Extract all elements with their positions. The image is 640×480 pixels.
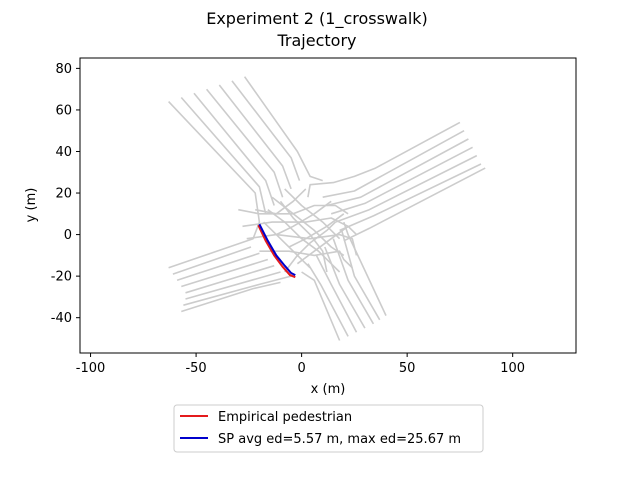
y-tick-label: 20 [55, 187, 72, 202]
y-tick-label: -40 [51, 311, 72, 326]
y-axis-label: y (m) [24, 188, 39, 223]
x-ticks: -100 -50 0 50 100 [76, 353, 525, 376]
lane-line [243, 76, 323, 182]
lane-line [301, 271, 341, 341]
lane-line [263, 221, 311, 269]
lane-line [231, 80, 301, 181]
x-axis-label: x (m) [311, 382, 346, 397]
y-tick-label: 40 [55, 145, 72, 160]
lane-line [259, 250, 353, 269]
lane-line [315, 255, 358, 333]
lane-line [185, 271, 281, 300]
y-tick-label: 0 [64, 228, 72, 243]
chart-subtitle: Trajectory [277, 31, 357, 50]
plot-frame [79, 57, 577, 354]
lane-line [322, 129, 465, 198]
lane-line [238, 204, 349, 215]
legend: Empirical pedestrian SP avg ed=5.57 m, m… [173, 404, 484, 453]
series-lines [257, 223, 296, 279]
y-tick-label: -20 [51, 270, 72, 285]
lane-line [176, 252, 260, 282]
lane-line [267, 209, 341, 273]
lane-lines [168, 76, 486, 341]
lane-line [172, 246, 252, 275]
y-ticks: -40 -20 0 20 40 60 80 [51, 62, 80, 326]
chart-title: Experiment 2 (1_crosswalk) [206, 9, 428, 29]
series-line-empirical [257, 224, 296, 279]
lane-line [168, 101, 261, 269]
lane-line [255, 188, 307, 215]
lane-line [205, 88, 284, 198]
lane-line [343, 167, 486, 242]
series-line-sp [258, 223, 296, 276]
lane-line [340, 230, 381, 321]
y-tick-label: 80 [55, 62, 72, 77]
legend-box [173, 404, 484, 453]
lane-line [307, 263, 349, 337]
x-tick-label: 100 [500, 361, 525, 376]
lane-line [181, 281, 281, 313]
legend-label-empirical: Empirical pedestrian [218, 410, 352, 425]
lane-line [185, 264, 275, 294]
x-tick-label: -50 [185, 361, 206, 376]
lane-line [324, 246, 366, 329]
lane-line [275, 200, 332, 236]
lane-line [242, 217, 358, 236]
lane-line [288, 213, 345, 248]
x-tick-label: -100 [76, 361, 106, 376]
lane-line [284, 221, 336, 273]
lane-line [284, 188, 341, 240]
lane-line [296, 225, 349, 265]
lane-line [218, 84, 292, 190]
lane-line [183, 275, 292, 306]
lane-line [193, 92, 275, 206]
lane-line [326, 138, 469, 207]
lane-line [330, 146, 473, 215]
lane-line [343, 221, 387, 316]
x-tick-label: 0 [297, 361, 305, 376]
lane-line [181, 258, 269, 288]
legend-label-sp: SP avg ed=5.57 m, max ed=25.67 m [218, 432, 461, 447]
y-tick-label: 60 [55, 103, 72, 118]
lane-line [246, 233, 358, 256]
lane-line [307, 121, 461, 198]
x-tick-label: 50 [399, 361, 416, 376]
lane-line [335, 154, 478, 223]
lane-line [180, 96, 267, 214]
lane-line [339, 163, 482, 232]
lane-line [279, 200, 328, 273]
